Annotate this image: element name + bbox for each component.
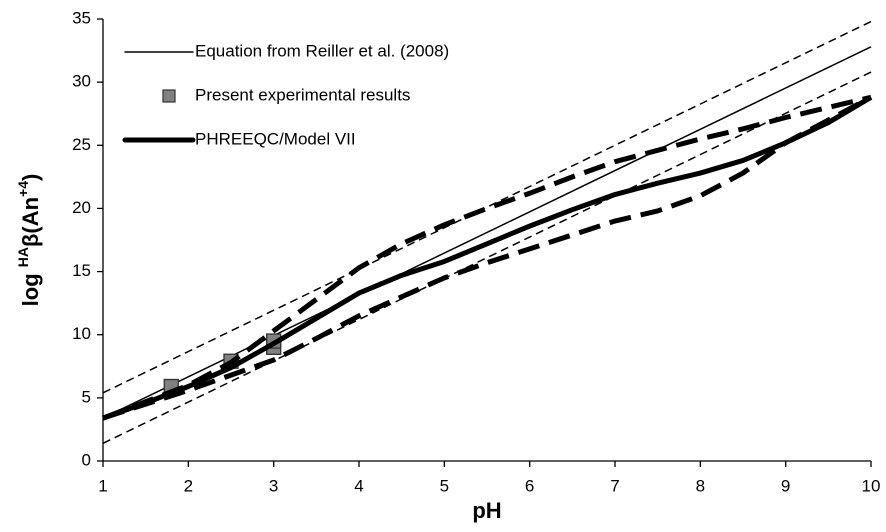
x-tick-label: 7 [610, 476, 619, 495]
y-tick-label: 30 [72, 72, 91, 91]
dashed-line [102, 20, 872, 394]
y-tick-label: 20 [72, 198, 91, 217]
x-tick-label: 8 [696, 476, 705, 495]
x-tick-label: 5 [440, 476, 449, 495]
x-tick-label: 1 [98, 476, 107, 495]
y-tick-label: 0 [82, 450, 91, 469]
legend-label: Present experimental results [195, 85, 410, 104]
dashed-line [102, 95, 873, 421]
legend-label: PHREEQC/Model VII [195, 129, 356, 148]
dashed-line [102, 94, 872, 421]
y-axis-label-part: ) [18, 174, 43, 181]
y-tick-label: 25 [72, 135, 91, 154]
x-tick-label: 6 [525, 476, 534, 495]
y-tick-label: 35 [72, 8, 91, 27]
y-tick-label: 15 [72, 261, 91, 280]
y-axis-label-part: log [18, 267, 43, 306]
legend-entry: Present experimental results [162, 85, 410, 104]
x-tick-label: 4 [354, 476, 363, 495]
x-tick-label: 9 [781, 476, 790, 495]
y-tick-label: 5 [82, 387, 91, 406]
x-tick-label: 2 [184, 476, 193, 495]
y-tick-label: 10 [72, 324, 91, 343]
y-axis-label-part: β(An [18, 197, 43, 247]
y-axis-label: log HAβ(An+4) [15, 174, 43, 307]
legend-label: Equation from Reiller et al. (2008) [195, 41, 449, 60]
y-axis-label-part: HA [15, 247, 31, 267]
x-tick-label: 10 [862, 476, 881, 495]
legend-entry: Equation from Reiller et al. (2008) [124, 41, 449, 60]
y-axis-label-part: +4 [15, 181, 31, 197]
legend-entry: PHREEQC/Model VII [122, 129, 356, 148]
line [102, 95, 873, 421]
x-tick-label: 3 [269, 476, 278, 495]
x-axis-label: pH [472, 498, 501, 523]
legend-marker [162, 89, 176, 103]
